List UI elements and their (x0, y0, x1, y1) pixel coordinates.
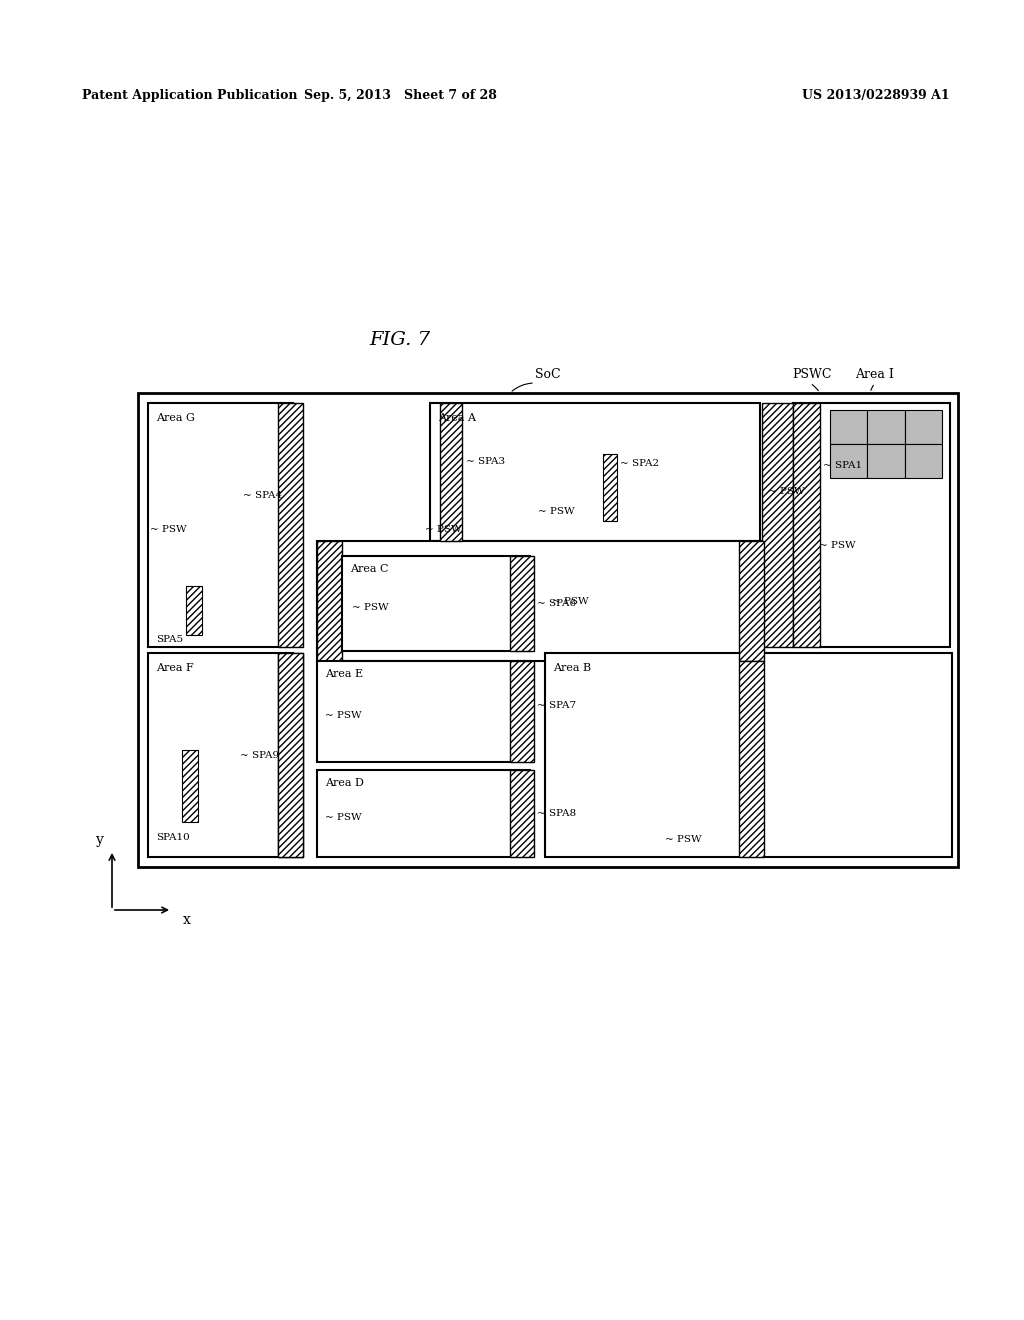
Bar (545, 653, 952, 857)
Text: ~ PSW: ~ PSW (819, 540, 856, 549)
Bar (739, 541, 764, 661)
Text: ~ SPA3: ~ SPA3 (466, 458, 505, 466)
Bar (603, 454, 617, 521)
Bar (510, 661, 534, 762)
Text: ~ SPA2: ~ SPA2 (620, 459, 659, 469)
Bar (182, 750, 198, 822)
Bar (278, 403, 303, 647)
Bar (739, 541, 764, 661)
Bar (510, 770, 534, 857)
Bar (793, 403, 820, 647)
Text: PSWC: PSWC (792, 368, 831, 381)
Bar (904, 411, 942, 444)
Text: ~ PSW: ~ PSW (352, 603, 389, 612)
Bar (739, 661, 764, 857)
Bar (317, 541, 342, 661)
Bar (510, 770, 534, 857)
Bar (278, 653, 303, 857)
Bar (762, 403, 793, 647)
Text: ~ SPA9: ~ SPA9 (240, 751, 280, 759)
Bar (278, 653, 303, 857)
Text: ~ SPA1: ~ SPA1 (823, 461, 862, 470)
Text: ~ SPA6: ~ SPA6 (537, 598, 577, 607)
Bar (138, 393, 958, 867)
Text: Area I: Area I (855, 368, 894, 381)
Bar (182, 750, 198, 822)
Bar (739, 661, 764, 857)
Text: SoC: SoC (536, 368, 561, 381)
Text: y: y (96, 833, 104, 847)
Bar (510, 661, 534, 762)
Bar (793, 403, 950, 647)
Text: ~ PSW: ~ PSW (538, 507, 574, 516)
Bar (278, 403, 303, 647)
Text: Area G: Area G (156, 413, 195, 422)
Bar (317, 541, 342, 661)
Text: Area D: Area D (325, 777, 364, 788)
Text: x: x (183, 913, 190, 927)
Text: SPA5: SPA5 (156, 635, 183, 644)
Bar (830, 411, 867, 444)
Text: Area A: Area A (438, 413, 476, 422)
Bar (342, 556, 530, 651)
Text: Area C: Area C (350, 564, 388, 574)
Text: FIG. 7: FIG. 7 (370, 331, 430, 348)
Text: ~ SPA7: ~ SPA7 (537, 701, 577, 710)
Bar (317, 770, 530, 857)
Bar (904, 444, 942, 478)
Text: ~ PSW: ~ PSW (665, 834, 701, 843)
Bar (762, 403, 793, 647)
Bar (867, 444, 904, 478)
Text: ~ PSW: ~ PSW (552, 597, 589, 606)
Bar (186, 586, 202, 635)
Text: Area F: Area F (156, 663, 194, 673)
Bar (430, 403, 760, 541)
Text: US 2013/0228939 A1: US 2013/0228939 A1 (803, 88, 950, 102)
Text: ~ SPA8: ~ SPA8 (537, 808, 577, 817)
Bar (278, 653, 303, 857)
Text: ~ PSW: ~ PSW (768, 487, 805, 496)
Bar (317, 661, 530, 762)
Bar (186, 586, 202, 635)
Bar (867, 411, 904, 444)
Bar (440, 403, 462, 541)
Text: Area B: Area B (553, 663, 591, 673)
Bar (148, 653, 293, 857)
Text: ~ PSW: ~ PSW (425, 524, 462, 533)
Text: ~ SPA4: ~ SPA4 (243, 491, 283, 499)
Text: Sep. 5, 2013   Sheet 7 of 28: Sep. 5, 2013 Sheet 7 of 28 (303, 88, 497, 102)
Text: Patent Application Publication: Patent Application Publication (82, 88, 298, 102)
Bar (603, 454, 617, 521)
Text: ~ PSW: ~ PSW (150, 525, 186, 535)
Bar (148, 403, 293, 647)
Bar (317, 541, 764, 661)
Bar (830, 444, 867, 478)
Bar (278, 653, 303, 857)
Text: ~ PSW: ~ PSW (325, 711, 361, 721)
Bar (440, 403, 462, 541)
Text: SPA10: SPA10 (156, 833, 189, 842)
Bar (510, 556, 534, 651)
Text: ~ PSW: ~ PSW (325, 813, 361, 822)
Bar (510, 556, 534, 651)
Bar (793, 403, 820, 647)
Text: Area E: Area E (325, 669, 364, 678)
